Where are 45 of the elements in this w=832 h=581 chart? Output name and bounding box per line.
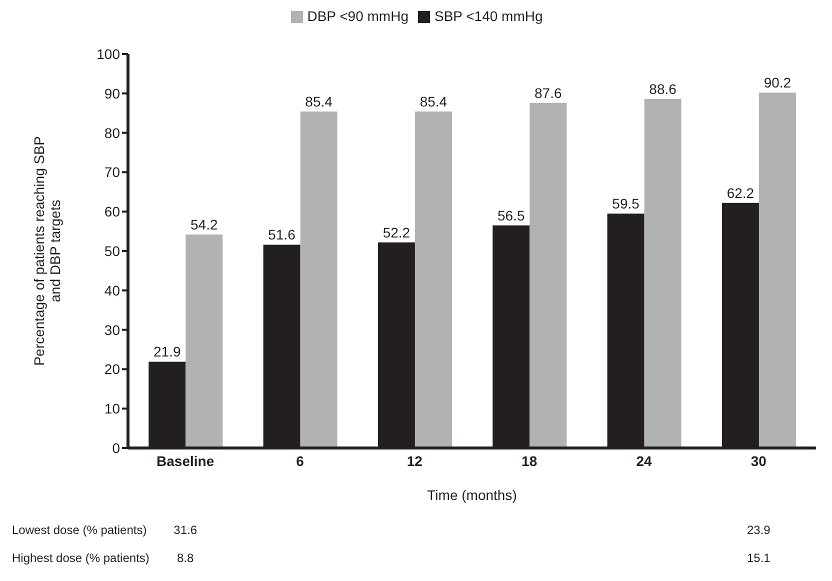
data-label: 21.9 [154, 344, 181, 360]
bar [186, 234, 223, 448]
x-tick-label: 6 [296, 452, 304, 469]
text: 23.9 [746, 523, 772, 537]
y-tick-label: 50 [104, 242, 120, 259]
y-tick-label: 10 [104, 400, 120, 417]
x-tick-label: 18 [522, 452, 538, 469]
legend-label: DBP <90 mmHg [307, 8, 408, 24]
data-label: 54.2 [190, 216, 218, 232]
data-label: 88.6 [649, 80, 677, 97]
data-label: 85.4 [420, 94, 448, 110]
bar [300, 112, 338, 448]
text: 31.6 [172, 523, 198, 537]
bar [414, 112, 452, 448]
x-axis-title: Time (months) [427, 487, 517, 503]
y-axis-title: Percentage of patients reaching SBP and DBP targets [31, 136, 63, 366]
legend-label: SBP <140 mmHg [434, 8, 543, 24]
y-tick-label: 60 [104, 204, 120, 220]
y-tick-label: 90 [104, 85, 120, 102]
y-tick-label: 20 [104, 361, 120, 378]
y-tick-label: 40 [104, 282, 120, 298]
y-tick-label: 30 [104, 322, 120, 338]
y-tick-label: 0 [112, 440, 120, 456]
text: 15.1 [746, 551, 772, 565]
data-label: 85.4 [305, 94, 333, 110]
data-label: 52.2 [382, 224, 410, 240]
x-tick-label: 30 [750, 452, 767, 469]
text: Lowest dose (% patients) [12, 523, 147, 537]
data-label: 87.6 [534, 84, 562, 101]
bar [758, 92, 796, 448]
y-tick-label: 70 [104, 164, 120, 180]
y-tick-label: 80 [104, 124, 120, 141]
text: 8.8 [176, 551, 195, 565]
bar [644, 98, 682, 448]
x-tick-label: 24 [636, 452, 652, 469]
x-tick-label: 12 [406, 452, 423, 469]
data-label: 59.5 [612, 196, 640, 212]
text: Highest dose (% patients) [12, 551, 150, 565]
data-label: 56.5 [498, 207, 525, 224]
x-tick-label: Baseline [156, 452, 214, 469]
bar [530, 102, 567, 448]
data-label: 90.2 [764, 74, 792, 91]
data-label: 62.2 [726, 184, 754, 201]
y-tick-label: 100 [96, 46, 120, 62]
data-label: 51.6 [268, 226, 296, 243]
